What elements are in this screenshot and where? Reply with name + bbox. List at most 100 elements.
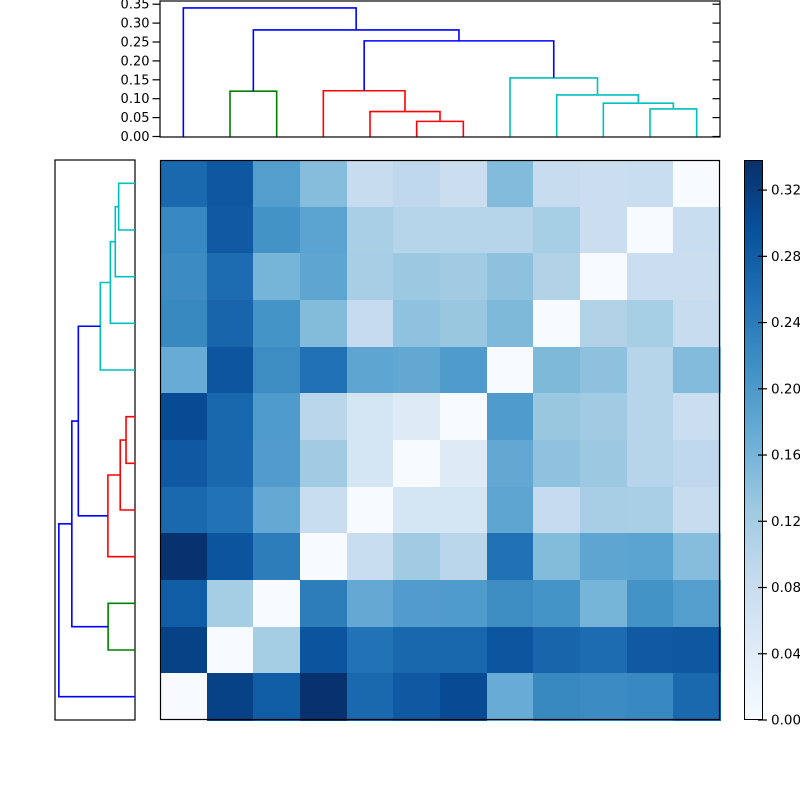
heatmap-cell (486, 253, 534, 301)
heatmap-cell (486, 393, 534, 441)
y-axis-tick-label: 0.05 (121, 111, 150, 126)
heatmap-cell (533, 393, 581, 441)
dendrogram-link (71, 420, 109, 628)
heatmap-cell (486, 206, 534, 254)
heatmap-cell (673, 160, 721, 208)
heatmap-cell (160, 346, 208, 394)
heatmap-cell (673, 300, 721, 348)
dendrogram-link (509, 77, 599, 137)
heatmap-cell (533, 253, 581, 301)
heatmap-cell (206, 206, 254, 254)
heatmap-cell (533, 486, 581, 534)
heatmap-cell (580, 160, 628, 208)
heatmap-cell (673, 486, 721, 534)
heatmap-cell (160, 580, 208, 628)
heatmap-cell (393, 580, 441, 628)
heatmap-cell (440, 346, 488, 394)
heatmap-cell (673, 626, 721, 674)
colorbar-tick-label: 0.24 (771, 315, 800, 331)
dendrogram-link (77, 325, 108, 517)
heatmap-cell (300, 440, 348, 488)
heatmap-cell (393, 533, 441, 581)
heatmap-cell (253, 300, 301, 348)
colorbar-tick-label: 0.04 (771, 646, 800, 662)
heatmap-cell (393, 346, 441, 394)
heatmap-cell (160, 206, 208, 254)
heatmap-cell (346, 626, 394, 674)
heatmap-cell (440, 580, 488, 628)
heatmap-cell (253, 346, 301, 394)
heatmap-cell (486, 346, 534, 394)
heatmap-cell (533, 300, 581, 348)
heatmap-cell (300, 346, 348, 394)
dendrogram-link (99, 281, 135, 371)
heatmap-cell (300, 580, 348, 628)
colorbar-tick-label: 0.12 (771, 514, 800, 530)
y-axis-tick-label: 0.30 (121, 17, 150, 32)
y-axis-tick-label: 0.25 (121, 36, 150, 51)
heatmap-cell (393, 253, 441, 301)
heatmap-cell (626, 300, 674, 348)
heatmap-cell (580, 253, 628, 301)
heatmap-cell (673, 440, 721, 488)
heatmap-cell (626, 346, 674, 394)
y-axis-tick-label: 0.35 (121, 0, 150, 13)
heatmap-cell (253, 440, 301, 488)
colorbar-tick-label: 0.08 (771, 580, 800, 596)
heatmap-cell (533, 580, 581, 628)
heatmap-cell (300, 626, 348, 674)
colorbar-tick-label: 0.32 (771, 183, 800, 199)
heatmap-cell (440, 160, 488, 208)
heatmap (160, 160, 721, 721)
heatmap-cell (253, 206, 301, 254)
heatmap-cell (486, 300, 534, 348)
heatmap-cell (253, 486, 301, 534)
y-axis-tick-label: 0.10 (121, 92, 150, 107)
heatmap-cell (300, 300, 348, 348)
heatmap-cell (626, 206, 674, 254)
heatmap-cell (393, 486, 441, 534)
dendrogram-link (369, 110, 441, 137)
heatmap-cell (253, 580, 301, 628)
heatmap-cell (580, 673, 628, 721)
heatmap-cell (300, 393, 348, 441)
heatmap-cell (486, 486, 534, 534)
heatmap-cell (346, 533, 394, 581)
heatmap-cell (346, 300, 394, 348)
dendrogram-link (649, 108, 698, 137)
heatmap-cell (253, 533, 301, 581)
y-axis-tick-label: 0.15 (121, 73, 150, 88)
heatmap-cell (626, 440, 674, 488)
heatmap-cell (346, 580, 394, 628)
heatmap-cell (533, 673, 581, 721)
heatmap-cell (393, 160, 441, 208)
top-dendrogram-box (159, 0, 721, 138)
heatmap-cell (626, 160, 674, 208)
heatmap-cell (393, 206, 441, 254)
heatmap-cell (160, 673, 208, 721)
heatmap-cell (206, 346, 254, 394)
heatmap-cell (486, 440, 534, 488)
heatmap-cell (253, 673, 301, 721)
heatmap-cell (533, 440, 581, 488)
heatmap-cell (486, 533, 534, 581)
heatmap-cell (206, 673, 254, 721)
heatmap-cell (440, 673, 488, 721)
left-dendrogram-box (54, 159, 136, 721)
heatmap-cell (626, 533, 674, 581)
colorbar-tick-label: 0.20 (771, 381, 800, 397)
heatmap-cell (206, 440, 254, 488)
dendrogram-link (229, 90, 278, 137)
heatmap-cell (440, 486, 488, 534)
heatmap-cell (206, 300, 254, 348)
heatmap-cell (346, 346, 394, 394)
heatmap-cell (486, 580, 534, 628)
heatmap-cell (533, 346, 581, 394)
dendrogram-link (117, 182, 135, 231)
heatmap-cell (206, 486, 254, 534)
heatmap-cell (626, 253, 674, 301)
dendrogram-link (107, 474, 135, 558)
heatmap-cell (160, 440, 208, 488)
dendrogram-link (119, 439, 135, 511)
heatmap-cell (440, 206, 488, 254)
